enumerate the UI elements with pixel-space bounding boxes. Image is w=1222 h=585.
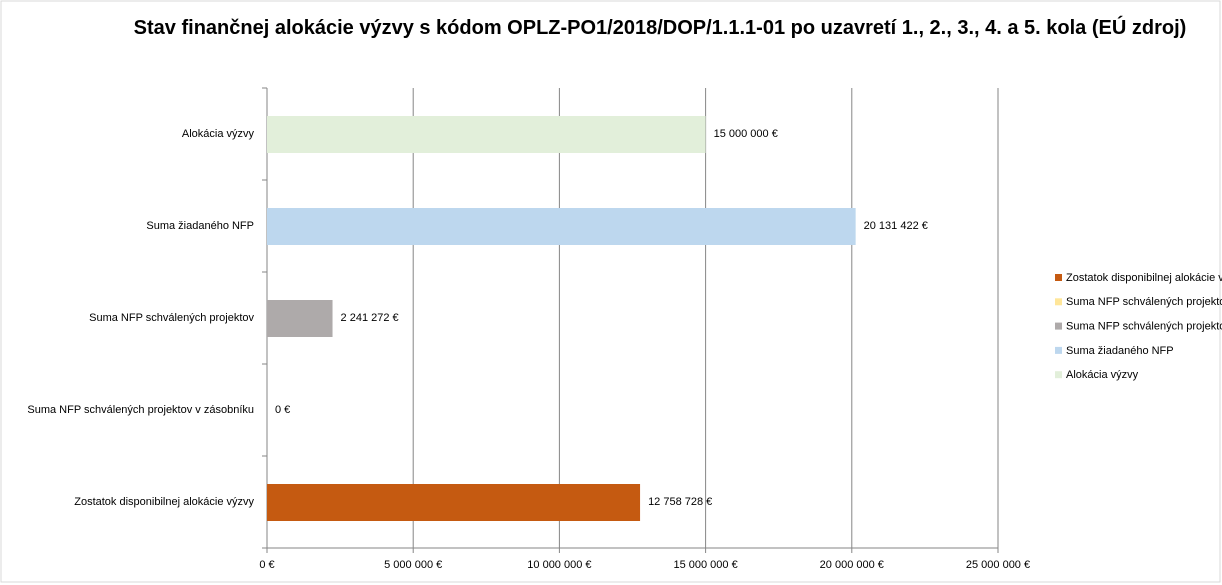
legend-swatch [1055,346,1062,354]
value-label: 0 € [275,404,290,416]
value-label: 12 758 728 € [648,496,712,508]
legend-label: Alokácia výzvy [1066,369,1139,381]
bar [267,116,706,153]
y-tick-label: Zostatok disponibilnej alokácie výzvy [74,496,254,508]
bar [267,484,641,521]
y-tick-label: Suma žiadaného NFP [146,220,254,232]
x-tick-label: 5 000 000 € [384,559,442,571]
legend-label: Suma žiadaného NFP [1066,345,1174,357]
bar [267,208,856,245]
legend-swatch [1055,298,1062,306]
legend-label: Zostatok disponibilnej alokácie výzvy [1066,272,1222,284]
legend-label: Suma NFP schválených projektov [1066,321,1222,333]
y-tick-label: Alokácia výzvy [182,128,255,140]
legend-swatch [1055,371,1062,379]
y-tick-label: Suma NFP schválených projektov v zásobní… [27,404,254,416]
x-tick-label: 20 000 000 € [820,559,884,571]
x-tick-label: 10 000 000 € [527,559,591,571]
value-label: 2 241 272 € [341,312,399,324]
legend-swatch [1055,274,1062,281]
y-tick-label: Suma NFP schválených projektov [89,312,254,324]
x-tick-label: 25 000 000 € [966,559,1030,571]
x-tick-label: 15 000 000 € [673,559,737,571]
legend-swatch [1055,322,1062,330]
x-tick-label: 0 € [259,559,274,571]
value-label: 15 000 000 € [714,128,778,140]
legend-label: Suma NFP schválených projektov v zásobní… [1066,296,1222,308]
chart-title: Stav finančnej alokácie výzvy s kódom OP… [133,17,1187,39]
value-label: 20 131 422 € [864,220,928,232]
bar [267,300,333,337]
